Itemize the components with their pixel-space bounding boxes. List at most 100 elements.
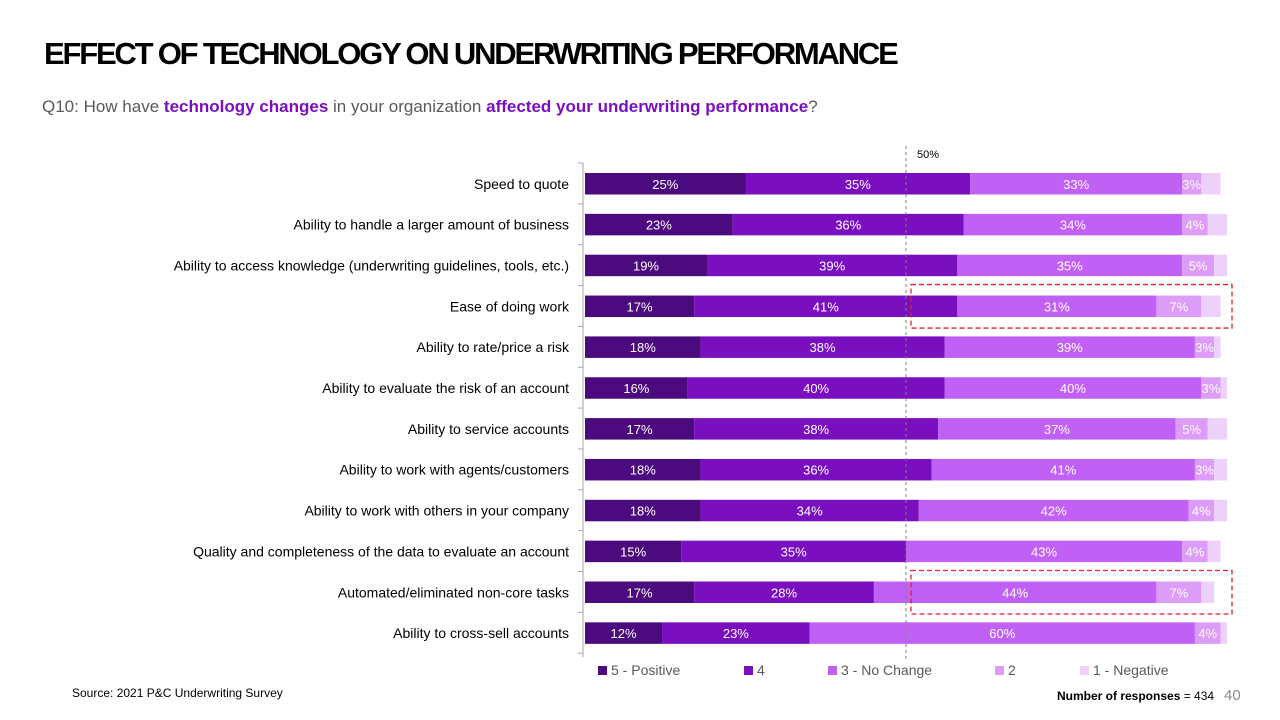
category-label: Ability to work with agents/customers [339,462,569,478]
data-label: 33% [1063,177,1089,192]
legend-label: 5 - Positive [611,662,680,678]
subtitle-highlight-2: affected your underwriting performance [486,97,809,116]
bar-segment [1201,581,1215,603]
bar-segment [585,173,746,195]
bar-segment [585,458,701,481]
subtitle-highlight-1: technology changes [163,97,329,116]
data-label: 18% [630,340,656,355]
category-label: Ability to service accounts [408,421,569,437]
bar-segment [694,581,874,603]
bar-segment [1182,213,1208,236]
data-label: 31% [1044,299,1070,314]
data-label: 43% [1031,544,1057,559]
bar-segment [931,458,1195,481]
data-label: 23% [723,626,749,641]
bar-segment [700,458,932,481]
category-label: Ease of doing work [450,298,570,314]
legend-swatch [995,666,1004,675]
category-label: Ability to rate/price a risk [417,339,570,355]
bar-segment [706,254,958,277]
bar-segment [1182,254,1215,277]
data-label: 17% [627,422,653,437]
data-label: 4% [1186,544,1205,559]
data-label: 35% [781,544,807,559]
data-label: 7% [1169,299,1188,314]
data-label: 25% [652,177,678,192]
data-label: 35% [845,177,871,192]
bar-segment [918,499,1189,522]
bar-segment [700,499,919,522]
data-label: 37% [1044,422,1070,437]
data-label: 38% [803,422,829,437]
data-label: 19% [633,258,659,273]
bar-segment [1214,499,1227,522]
data-label: 3% [1202,381,1221,396]
data-label: 36% [835,218,861,233]
bar-segment [1194,622,1221,644]
bar-segment [1201,377,1221,399]
legend-label: 1 - Negative [1093,662,1169,678]
page-number: 40 [1224,687,1241,704]
bar-segment [1214,336,1221,358]
bar-segment [1214,458,1227,481]
data-label: 17% [627,585,653,600]
subtitle-middle: in your organization [328,97,487,116]
bar-segment [694,418,939,440]
highlight-box [910,569,1233,615]
data-label: 18% [630,504,656,519]
bar-segment [1188,499,1215,522]
data-label: 38% [810,340,836,355]
bar-segment [585,213,733,236]
responses-note: Number of responses = 434 [1057,689,1214,703]
bar-segment [1194,458,1215,481]
data-label: 4% [1186,218,1205,233]
data-label: 18% [630,463,656,478]
bar-segment [585,254,707,277]
category-label: Automated/eliminated non-core tasks [338,584,569,600]
bar-segment [1201,295,1221,318]
data-label: 16% [623,381,649,396]
subtitle-suffix: ? [808,97,818,116]
source-note: Source: 2021 P&C Underwriting Survey [72,686,283,700]
bar-segment [745,173,971,195]
highlight-box [910,283,1233,329]
category-label: Speed to quote [474,176,569,192]
bar-segment [970,173,1183,195]
responses-label: Number of responses [1057,689,1181,703]
data-label: 5% [1182,422,1201,437]
data-label: 60% [989,626,1015,641]
data-label: 4% [1198,626,1217,641]
data-label: 34% [1060,218,1086,233]
bar-segment [1175,418,1208,440]
bar-segment [906,540,1183,563]
data-label: 3% [1182,177,1201,192]
bar-segment [694,295,958,318]
data-label: 3% [1195,463,1214,478]
legend-swatch [1080,666,1089,675]
legend-label: 2 [1008,662,1016,678]
bar-segment [944,336,1195,358]
category-label: Quality and completeness of the data to … [193,543,569,559]
page-title: EFFECT OF TECHNOLOGY ON UNDERWRITING PER… [44,36,899,71]
bar-segment [1156,581,1202,603]
bar-segment [1182,540,1208,563]
bar-segment [681,540,906,563]
legend-label: 3 - No Change [841,662,932,678]
bar-segment [1207,213,1227,236]
bar-segment [662,622,810,644]
data-label: 42% [1041,504,1067,519]
legend-swatch [828,666,837,675]
bar-segment [700,336,945,358]
bar-segment [687,377,945,399]
data-label: 40% [803,381,829,396]
data-label: 3% [1195,340,1214,355]
bar-segment [1201,173,1221,195]
legend-swatch [744,666,753,675]
legend-label: 4 [757,662,765,678]
bar-segment [1182,173,1202,195]
bar-segment [585,418,695,440]
responses-value: = 434 [1183,689,1215,703]
bar-segment [1214,254,1227,277]
bar-segment [1156,295,1202,318]
